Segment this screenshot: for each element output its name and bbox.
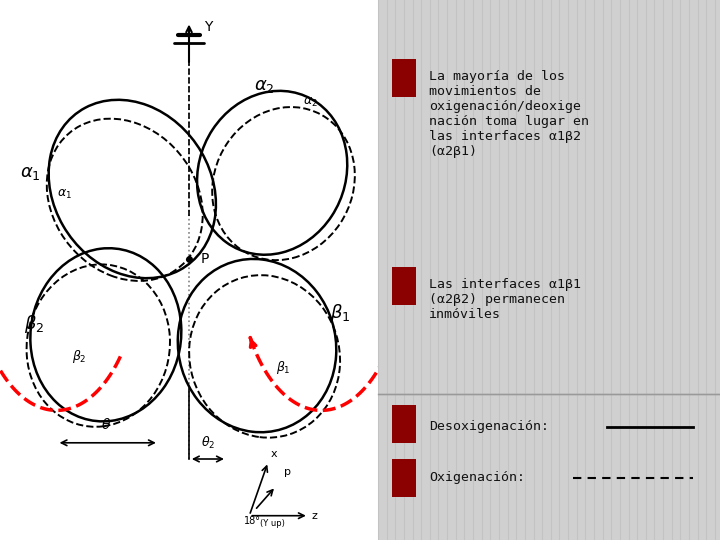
Text: $\beta_1$: $\beta_1$ <box>276 359 291 376</box>
Text: Desoxigenación:: Desoxigenación: <box>429 420 549 433</box>
Text: $\alpha_1$: $\alpha_1$ <box>57 188 72 201</box>
FancyBboxPatch shape <box>378 0 720 540</box>
Text: (Y up): (Y up) <box>260 519 285 529</box>
Bar <box>392 59 415 97</box>
Text: La mayoría de los
movimientos de
oxigenación/deoxige
nación toma lugar en
las in: La mayoría de los movimientos de oxigena… <box>429 70 589 158</box>
Text: $\beta_2$: $\beta_2$ <box>72 348 86 365</box>
FancyBboxPatch shape <box>0 0 378 540</box>
Text: $\alpha_2$: $\alpha_2$ <box>302 96 318 109</box>
Text: x: x <box>271 449 277 459</box>
Text: $\alpha_1$: $\alpha_1$ <box>20 164 40 182</box>
Bar <box>392 267 415 305</box>
Text: p: p <box>284 467 292 477</box>
Text: Las interfaces α1β1
(α2β2) permanecen
inmóviles: Las interfaces α1β1 (α2β2) permanecen in… <box>429 278 581 321</box>
Text: P: P <box>200 252 209 266</box>
Text: z: z <box>311 511 318 521</box>
Text: $\beta_2$: $\beta_2$ <box>24 313 44 335</box>
Bar <box>392 459 415 497</box>
Text: Oxigenación:: Oxigenación: <box>429 471 526 484</box>
Text: $\theta$: $\theta$ <box>101 417 111 432</box>
Text: $\beta_1$: $\beta_1$ <box>330 302 351 324</box>
Text: $\theta_2$: $\theta_2$ <box>201 435 215 451</box>
Text: $\alpha_2$: $\alpha_2$ <box>254 77 275 96</box>
Text: Y: Y <box>204 20 212 34</box>
Text: 18°: 18° <box>244 516 261 526</box>
Bar <box>392 405 415 443</box>
